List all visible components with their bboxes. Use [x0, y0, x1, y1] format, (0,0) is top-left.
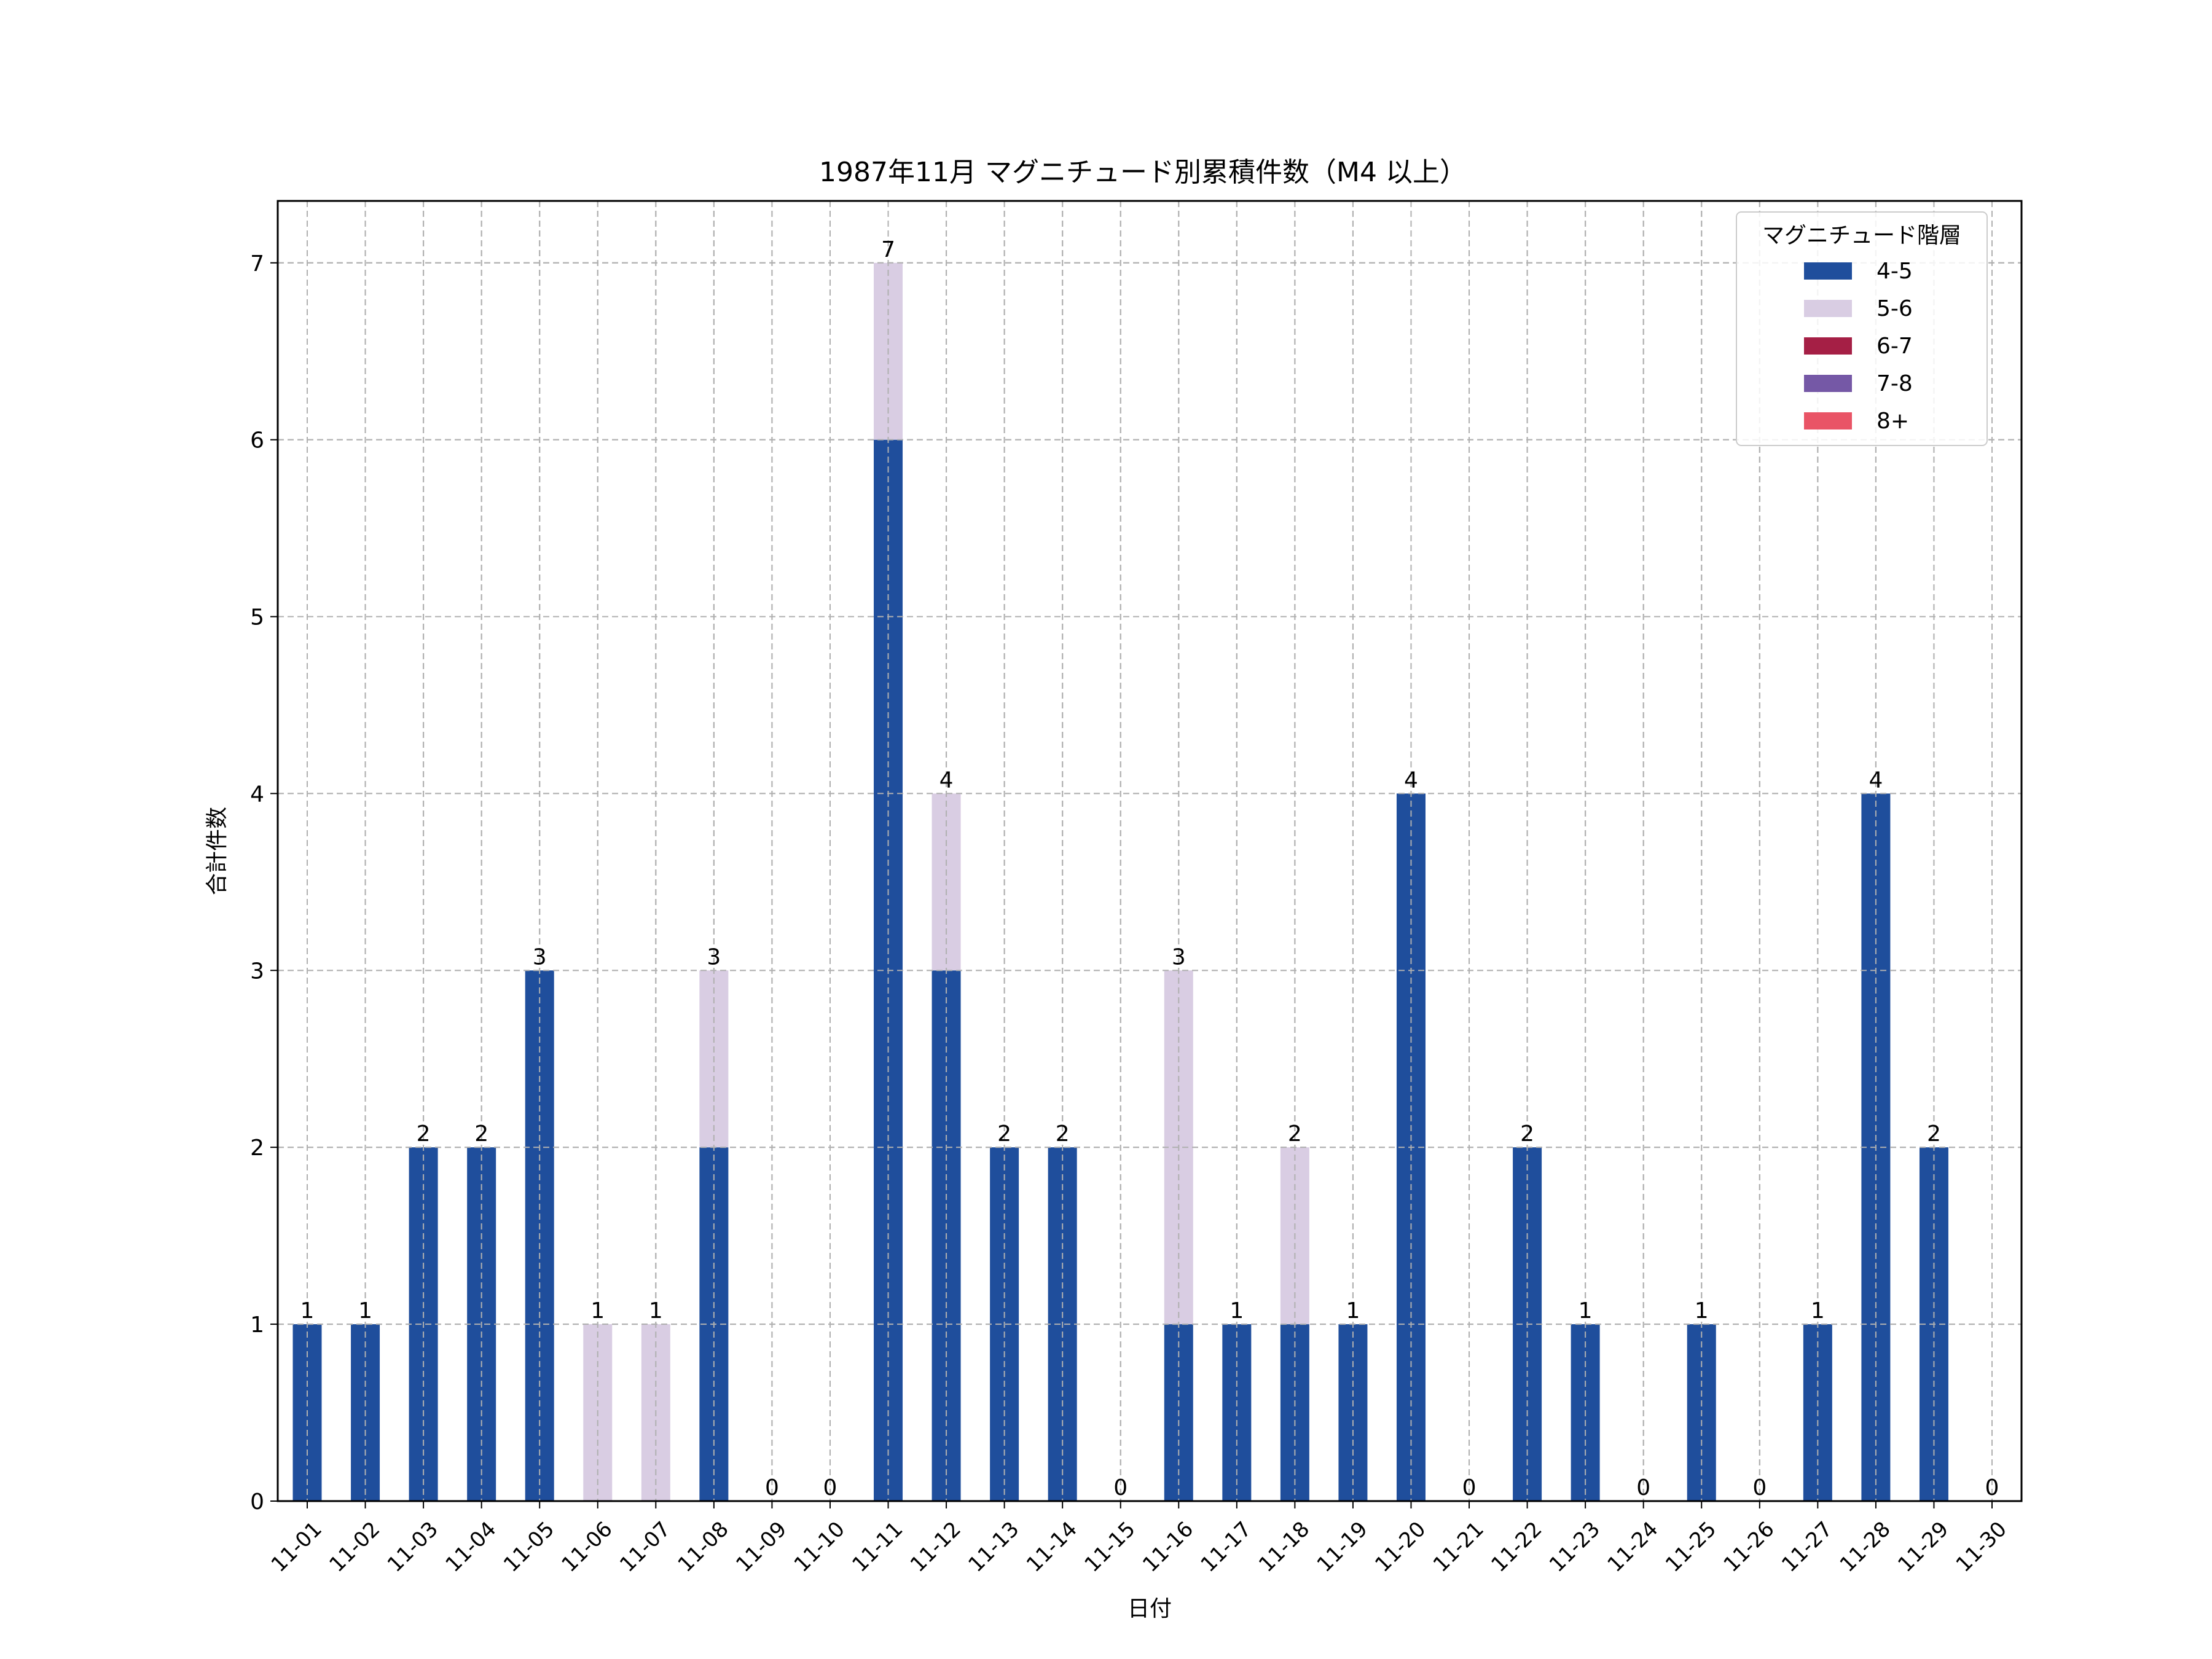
x-axis: 11-0111-0211-0311-0411-0511-0611-0711-08… [267, 1501, 2012, 1577]
bar-total-label: 1 [590, 1298, 605, 1324]
legend-entry-label: 4-5 [1877, 259, 1913, 284]
x-tick-label: 11-30 [1951, 1517, 2012, 1577]
y-axis: 0 1 2 3 4 5 6 7 [250, 251, 278, 1515]
x-tick-label: 11-29 [1893, 1517, 1953, 1577]
bar-total-label: 1 [649, 1298, 663, 1324]
bar-total-label: 2 [1288, 1121, 1302, 1147]
legend-swatch [1804, 337, 1852, 355]
chart-title: 1987年11月 マグニチュード別累積件数（M4 以上） [819, 157, 1467, 188]
bar-total-label: 1 [1579, 1298, 1593, 1324]
bar-total-label: 2 [1056, 1121, 1070, 1147]
x-tick-label: 11-24 [1602, 1517, 1663, 1577]
x-tick-label: 11-02 [324, 1517, 385, 1577]
bar-total-label: 2 [1520, 1121, 1534, 1147]
x-tick-label: 11-10 [790, 1517, 850, 1577]
bar-total-label: 4 [1404, 767, 1418, 793]
y-tick-label: 1 [250, 1312, 264, 1338]
x-tick-label: 11-22 [1486, 1517, 1547, 1577]
bar-total-label: 1 [1346, 1298, 1360, 1324]
x-tick-label: 11-01 [267, 1517, 327, 1577]
y-tick-label: 3 [250, 959, 264, 984]
x-tick-label: 11-04 [441, 1517, 501, 1577]
y-tick-label: 0 [250, 1489, 264, 1515]
x-tick-label: 11-06 [557, 1517, 618, 1577]
x-tick-label: 11-07 [615, 1517, 675, 1577]
y-tick-label: 5 [250, 605, 264, 630]
legend: マグニチュード階層 4-5 5-6 6-7 7-8 8+ [1736, 211, 1988, 446]
bar-total-label: 0 [1752, 1475, 1767, 1500]
legend-entry-label: 8+ [1877, 409, 1909, 434]
x-axis-label: 日付 [1128, 1596, 1172, 1622]
bar-total-label: 7 [881, 237, 895, 262]
gridlines-overlay [278, 201, 2022, 1502]
legend-title: マグニチュード階層 [1762, 223, 1961, 248]
y-tick-label: 6 [250, 428, 264, 453]
x-tick-label: 11-08 [673, 1517, 734, 1577]
bar-total-label: 0 [1113, 1475, 1128, 1500]
bar-total-label: 3 [533, 944, 547, 970]
x-tick-label: 11-20 [1370, 1517, 1430, 1577]
x-tick-label: 11-26 [1719, 1517, 1779, 1577]
bar-total-label: 2 [417, 1121, 431, 1147]
legend-entry-label: 7-8 [1877, 371, 1913, 396]
bar-total-label: 0 [1636, 1475, 1650, 1500]
y-axis-label: 合計件数 [205, 807, 230, 895]
y-tick-label: 7 [250, 251, 264, 276]
bar-labels: 1 1 2 2 3 1 1 3 0 0 7 4 2 2 0 3 1 2 1 4 0 2 1 0 1 0 1 4 2 0 [300, 237, 1999, 1500]
bar-total-label: 4 [1869, 767, 1883, 793]
bar-total-label: 1 [300, 1298, 315, 1324]
x-tick-label: 11-16 [1138, 1517, 1198, 1577]
bar-total-label: 1 [1230, 1298, 1244, 1324]
bar-total-label: 0 [823, 1475, 837, 1500]
legend-swatch [1804, 375, 1852, 392]
bar-total-label: 2 [474, 1121, 488, 1147]
x-tick-label: 11-12 [906, 1517, 966, 1577]
x-tick-label: 11-18 [1254, 1517, 1314, 1577]
x-tick-label: 11-17 [1196, 1517, 1257, 1577]
x-tick-label: 11-21 [1429, 1517, 1489, 1577]
bar-total-label: 1 [1695, 1298, 1709, 1324]
legend-box [1736, 211, 1988, 446]
x-tick-label: 11-05 [499, 1517, 559, 1577]
bar-total-label: 0 [1462, 1475, 1477, 1500]
x-tick-label: 11-03 [383, 1517, 443, 1577]
bar-total-label: 0 [1985, 1475, 1999, 1500]
legend-entry-label: 5-6 [1877, 296, 1913, 321]
x-tick-label: 11-25 [1661, 1517, 1721, 1577]
bar-total-label: 2 [997, 1121, 1011, 1147]
legend-swatch [1804, 412, 1852, 429]
legend-swatch [1804, 262, 1852, 280]
x-tick-label: 11-13 [963, 1517, 1024, 1577]
legend-entry-label: 6-7 [1877, 334, 1913, 359]
y-tick-label: 4 [250, 782, 264, 807]
bar-total-label: 2 [1927, 1121, 1941, 1147]
x-tick-label: 11-11 [847, 1517, 908, 1577]
x-tick-label: 11-19 [1312, 1517, 1373, 1577]
bar-total-label: 0 [765, 1475, 779, 1500]
bar-total-label: 3 [707, 944, 721, 970]
x-tick-label: 11-27 [1777, 1517, 1837, 1577]
bar-total-label: 1 [1811, 1298, 1825, 1324]
plot-frame [276, 200, 2023, 1502]
legend-swatch [1804, 300, 1852, 317]
y-tick-label: 2 [250, 1135, 264, 1161]
bar-total-label: 1 [358, 1298, 372, 1324]
x-tick-label: 11-23 [1545, 1517, 1605, 1577]
bar-total-label: 4 [939, 767, 954, 793]
x-tick-label: 11-15 [1080, 1517, 1140, 1577]
x-tick-label: 11-28 [1835, 1517, 1896, 1577]
x-tick-label: 11-14 [1022, 1517, 1082, 1577]
bar-total-label: 3 [1172, 944, 1186, 970]
x-tick-label: 11-09 [731, 1517, 791, 1577]
